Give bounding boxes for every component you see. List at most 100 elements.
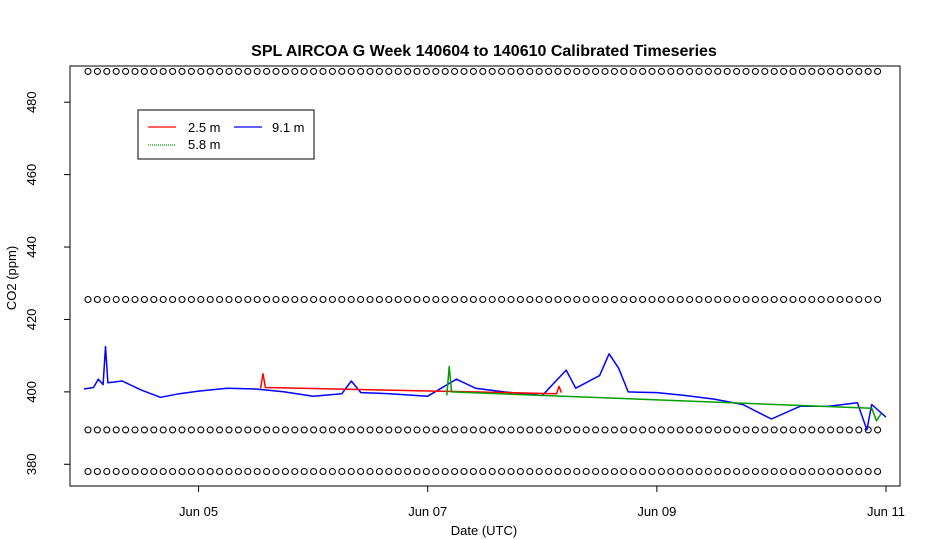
reference-marker: [103, 295, 111, 304]
reference-marker: [103, 67, 111, 75]
reference-marker: [206, 67, 214, 75]
reference-marker: [648, 295, 656, 304]
reference-marker: [516, 295, 524, 304]
reference-marker: [394, 426, 402, 434]
reference-marker: [394, 67, 402, 75]
reference-marker: [657, 295, 665, 304]
reference-marker: [112, 426, 120, 434]
reference-marker: [798, 295, 806, 304]
reference-marker: [375, 67, 383, 75]
reference-marker: [216, 67, 224, 75]
reference-marker: [451, 426, 459, 434]
reference-marker: [488, 67, 496, 75]
reference-marker: [479, 426, 487, 434]
reference-marker: [498, 426, 506, 434]
reference-marker: [178, 467, 186, 476]
reference-marker: [385, 467, 393, 476]
reference-marker: [770, 295, 778, 304]
reference-marker: [836, 295, 844, 304]
reference-marker: [733, 295, 741, 304]
reference-marker: [733, 426, 741, 434]
series-line-5-8-m: [446, 365, 882, 422]
reference-marker: [469, 295, 477, 304]
reference-marker: [601, 467, 609, 476]
reference-marker: [253, 426, 261, 434]
reference-marker: [535, 67, 543, 75]
reference-marker: [610, 426, 618, 434]
reference-marker: [488, 295, 496, 304]
reference-marker: [263, 67, 271, 75]
reference-marker: [695, 467, 703, 476]
reference-marker: [263, 295, 271, 304]
reference-marker: [159, 67, 167, 75]
reference-marker: [639, 67, 647, 75]
reference-marker: [629, 67, 637, 75]
legend-box: [137, 109, 315, 160]
reference-marker: [441, 295, 449, 304]
reference-marker: [770, 426, 778, 434]
reference-marker: [281, 67, 289, 75]
reference-marker: [808, 67, 816, 75]
reference-marker: [122, 426, 130, 434]
reference-marker: [648, 426, 656, 434]
reference-marker: [93, 426, 101, 434]
reference-marker: [338, 67, 346, 75]
reference-marker: [714, 467, 722, 476]
reference-marker: [742, 295, 750, 304]
reference-marker: [676, 426, 684, 434]
reference-marker: [140, 295, 148, 304]
reference-marker: [103, 467, 111, 476]
y-tick-label: 400: [24, 381, 39, 403]
reference-marker: [93, 467, 101, 476]
reference-marker: [281, 426, 289, 434]
reference-marker: [328, 426, 336, 434]
reference-marker: [131, 295, 139, 304]
reference-marker: [432, 295, 440, 304]
reference-marker: [112, 295, 120, 304]
reference-marker: [187, 67, 195, 75]
reference-marker: [140, 67, 148, 75]
y-tick-label: 420: [24, 309, 39, 331]
reference-marker: [197, 467, 205, 476]
reference-marker: [140, 467, 148, 476]
reference-marker: [845, 426, 853, 434]
reference-marker: [281, 467, 289, 476]
reference-marker: [187, 426, 195, 434]
reference-marker: [375, 295, 383, 304]
reference-marker: [667, 295, 675, 304]
y-axis: 380 400 420 440 460 480: [24, 91, 71, 475]
reference-marker: [808, 467, 816, 476]
reference-marker: [789, 67, 797, 75]
reference-marker: [244, 426, 252, 434]
reference-marker: [394, 467, 402, 476]
reference-marker-rows: [84, 67, 882, 476]
reference-marker: [460, 67, 468, 75]
reference-marker: [695, 295, 703, 304]
reference-marker: [479, 67, 487, 75]
reference-marker: [855, 467, 863, 476]
reference-marker: [272, 295, 280, 304]
reference-marker: [704, 67, 712, 75]
reference-marker: [667, 467, 675, 476]
reference-marker: [244, 67, 252, 75]
reference-marker: [469, 426, 477, 434]
reference-marker: [676, 67, 684, 75]
reference-marker: [535, 467, 543, 476]
reference-marker: [225, 426, 233, 434]
reference-marker: [206, 295, 214, 304]
reference-marker: [150, 67, 158, 75]
reference-marker: [234, 67, 242, 75]
reference-marker: [789, 426, 797, 434]
reference-marker: [84, 467, 92, 476]
reference-marker: [770, 467, 778, 476]
reference-marker: [855, 426, 863, 434]
reference-marker: [310, 295, 318, 304]
reference-marker: [761, 467, 769, 476]
reference-marker: [432, 426, 440, 434]
reference-marker: [507, 67, 515, 75]
reference-marker: [761, 67, 769, 75]
reference-marker: [582, 467, 590, 476]
reference-marker: [216, 426, 224, 434]
y-tick-label: 380: [24, 453, 39, 475]
reference-marker: [150, 426, 158, 434]
